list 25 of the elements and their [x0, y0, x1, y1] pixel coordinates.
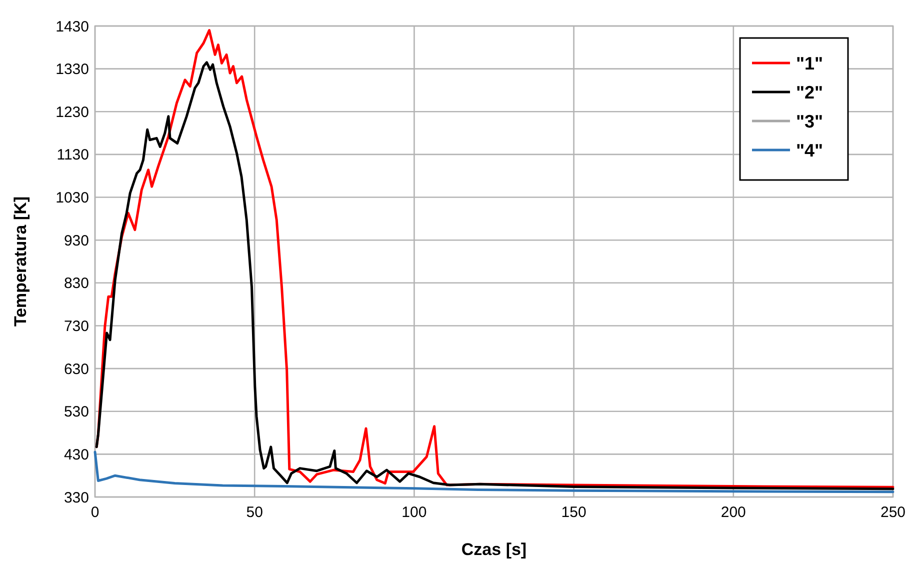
x-tick-label: 200: [720, 504, 746, 521]
y-tick-label: 1430: [56, 18, 89, 36]
y-tick-label: 730: [64, 318, 89, 335]
line-series: [94, 450, 894, 494]
y-tick-label: 1330: [56, 61, 89, 78]
legend-label: "2": [796, 82, 824, 102]
y-tick-label: 830: [64, 275, 89, 292]
y-tick-label: 430: [64, 446, 89, 464]
legend-label: "4": [796, 140, 824, 160]
y-tick-label: 630: [64, 360, 89, 378]
x-tick-label: 100: [402, 504, 427, 521]
y-tick-label: 1130: [56, 146, 89, 164]
y-tick-label: 1030: [56, 190, 89, 207]
legend-label: "1": [796, 53, 824, 74]
legend-label: "3": [796, 111, 824, 132]
y-tick-label: 530: [64, 404, 89, 421]
y-tick-label: 330: [64, 489, 89, 506]
x-tick-label: 0: [90, 504, 100, 521]
y-tick-label: 1230: [56, 104, 89, 121]
x-tick-label: 50: [246, 504, 263, 521]
y-axis-title: Temperatura [K]: [11, 196, 30, 327]
x-axis-title: Czas [s]: [461, 540, 527, 559]
y-tick-label: 930: [64, 232, 89, 250]
x-tick-label: 250: [880, 504, 906, 521]
x-tick-label: 150: [561, 504, 586, 521]
